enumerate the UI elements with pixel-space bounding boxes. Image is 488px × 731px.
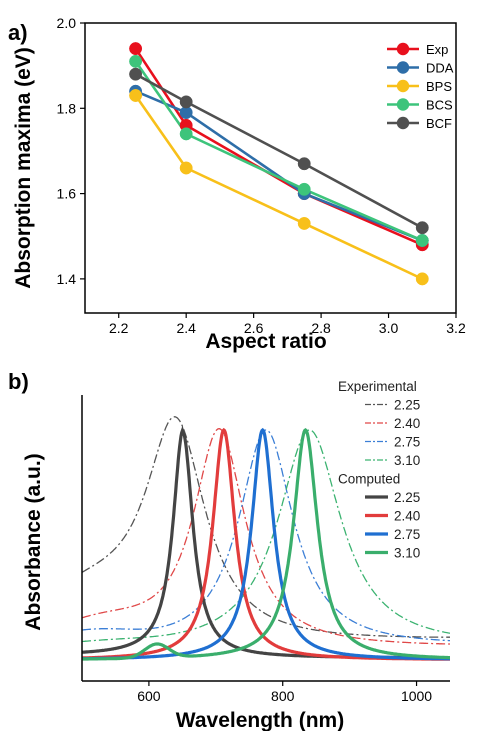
x-tick-label: 2.2 [109,320,129,336]
legend-label-bps: BPS [426,79,452,94]
legend-label-exp: Exp [426,42,448,57]
panel-a-y-axis: 1.4 1.6 1.8 2.0 [57,15,85,287]
computed-curve-2-75 [82,427,450,661]
y-tick-label: 1.4 [57,271,77,287]
legend-group-header-experimental: Experimental [338,379,417,394]
panel-a-chart: a) 2.2 2.4 2.6 2.8 3.0 3.2 1.4 1.6 1.8 2.0 Exp DD… [8,15,466,353]
panel-a-y-axis-title: Absorption maxima (eV) [12,47,35,289]
data-point-bcf [179,95,193,109]
legend-marker-bcf [396,116,410,130]
data-point-bps [129,89,143,102]
computed-curve-3-10 [82,427,450,661]
experimental-curve-2-40 [82,428,450,645]
legend-label-experimental-3-10: 3.10 [394,453,420,468]
legend-label-computed-3-10: 3.10 [394,546,420,561]
data-point-bps [297,216,311,230]
series-line-exp [134,47,423,246]
panel-a-series-group [129,42,429,286]
legend-marker-bps [396,79,410,93]
panel-a-legend: Exp DDA BPS BCS BCF [387,42,454,131]
data-point-bcf [297,157,311,171]
panel-b-x-axis-title: Wavelength (nm) [176,709,344,731]
legend-label-computed-2-25: 2.25 [394,490,420,505]
data-point-bcf [129,67,143,81]
legend-label-computed-2-40: 2.40 [394,509,420,524]
data-point-exp [129,42,143,56]
series-line-bcf [134,73,423,229]
data-point-bps [415,272,429,286]
legend-marker-bcs [396,98,410,111]
data-point-bcs [129,54,143,68]
data-point-bcs [415,234,429,247]
legend-label-bcf: BCF [426,116,452,131]
legend-marker-dda [396,61,410,74]
data-point-bps [179,161,193,175]
y-tick-label: 2.0 [57,15,77,31]
experimental-curve-2-25 [82,416,450,638]
legend-label-dda: DDA [426,61,454,76]
panel-a-label: a) [8,20,28,45]
panel-a-x-axis: 2.2 2.4 2.6 2.8 3.0 3.2 [109,313,466,336]
legend-label-bcs: BCS [426,98,453,113]
legend-marker-exp [396,42,410,56]
series-line-dda [135,90,423,242]
legend-group-header-computed: Computed [338,472,400,487]
x-tick-label: 2.8 [311,320,331,336]
panel-b-label: b) [8,369,29,394]
x-tick-label: 3.0 [379,320,399,336]
panel-b-x-axis: 600 800 1000 [137,681,432,704]
legend-label-computed-2-75: 2.75 [394,527,420,542]
x-tick-label: 600 [137,688,161,704]
panel-a-x-axis-title: Aspect ratio [205,330,326,353]
x-tick-label: 800 [271,688,295,704]
legend-label-experimental-2-40: 2.40 [394,416,420,431]
panel-b-chart: b) 600 800 1000 Experimental 2.25 2.40 2.75 3.… [8,369,450,731]
experimental-curve-3-10 [82,429,450,643]
x-tick-label: 3.2 [446,320,466,336]
legend-label-experimental-2-25: 2.25 [394,398,420,413]
y-tick-label: 1.8 [57,100,77,116]
y-tick-label: 1.6 [57,186,77,202]
panel-b-legend: Experimental 2.25 2.40 2.75 3.10 Computed 2.25… [338,379,420,561]
legend-label-experimental-2-75: 2.75 [394,435,420,450]
data-point-bcs [297,182,311,196]
series-line-bps [134,94,423,281]
data-point-bcf [415,221,429,235]
panel-a-frame [84,22,457,314]
series-line-bcs [134,60,423,242]
panel-b-series-group [82,416,450,661]
x-tick-label: 2.6 [244,320,264,336]
data-point-bcs [179,127,193,141]
experimental-curve-2-75 [82,429,450,642]
panel-b-y-axis-title: Absorbance (a.u.) [22,453,45,630]
x-tick-label: 2.4 [176,320,196,336]
x-tick-label: 1000 [401,688,432,704]
